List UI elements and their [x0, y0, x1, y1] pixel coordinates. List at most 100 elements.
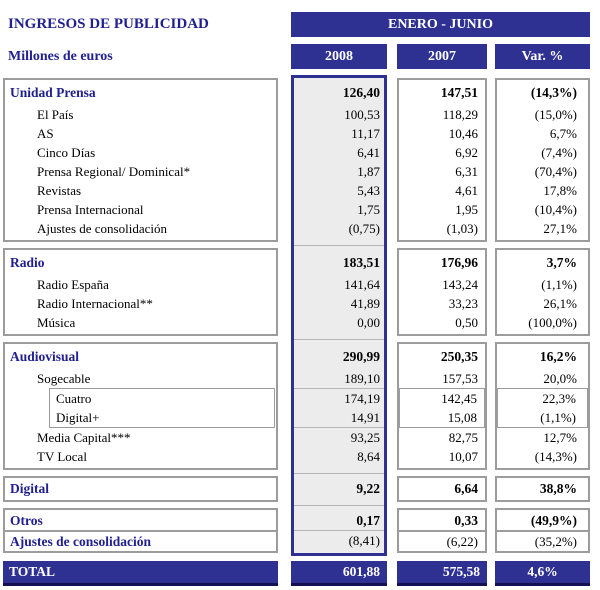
row-label: Prensa Internacional: [37, 202, 144, 217]
cell-var: 20,0%: [543, 371, 577, 386]
cell-2008: 6,41: [357, 145, 380, 160]
page-title: INGRESOS DE PUBLICIDAD: [8, 16, 209, 32]
cell-var: 17,8%: [543, 183, 577, 198]
cell-2008: 183,51: [342, 255, 380, 270]
cell-2008: 93,25: [350, 430, 380, 445]
section-radio-v2008-column: 183,51 141,64 41,89 0,00: [291, 245, 387, 339]
section-otros-var-column: (49,9%) (35,2%): [495, 508, 590, 553]
cell-2008: 11,17: [351, 126, 380, 141]
section-audiovisual-var-column: 16,2% 20,0% 22,3% (1,1%) 12,7% (14,3%): [495, 342, 590, 470]
row-label: Revistas: [37, 183, 82, 198]
cell-var: (70,4%): [534, 164, 577, 179]
section-audiovisual-label-column: Audiovisual Sogecable Cuatro Digital+ Media …: [3, 342, 278, 470]
cell-2007: 142,45: [441, 391, 477, 406]
section-digital-label-column: Digital: [3, 476, 278, 502]
section-unidad-prensa-var-column: (14,3%) (15,0%) 6,7% (7,4%) (70,4%) 17,8% (10,…: [495, 78, 590, 242]
row-label: Audiovisual: [10, 349, 80, 364]
header-titles: INGRESOS DE PUBLICIDAD Millones de euros: [3, 12, 278, 69]
cell-var: 12,7%: [543, 430, 577, 445]
row-label: Música: [37, 315, 76, 330]
section-otros-v2008-column: 0,17 (8,41): [291, 505, 387, 556]
section-digital-var-column: 38,8%: [495, 476, 590, 502]
column-header-2008: 2008: [291, 44, 387, 69]
section-digital: Digital 9,22 6,64 38,8%: [3, 473, 592, 505]
cell-2008: 5,43: [357, 183, 380, 198]
section-audiovisual-v2007-column: 250,35 157,53 142,45 15,08 82,75 10,07: [397, 342, 487, 470]
cell-2007: 0,33: [454, 513, 478, 528]
cell-var: (49,9%): [530, 513, 577, 528]
cell-2007: 118,29: [442, 107, 478, 122]
cell-var: 3,7%: [546, 255, 577, 270]
cell-2007: 1,95: [455, 202, 478, 217]
cell-2008: 100,53: [344, 107, 380, 122]
row-label: Radio Internacional**: [37, 296, 153, 311]
cell-2008: 0,17: [356, 513, 380, 528]
total-value-2007: 575,58: [397, 561, 487, 586]
cell-2008: 14,91: [350, 410, 380, 425]
subgroup: 174,19 14,91: [291, 388, 387, 428]
units-label: Millones de euros: [8, 49, 113, 64]
section-unidad-prensa-v2008-column: 126,40 100,53 11,17 6,41 1,87 5,43 1,75 (0,75): [291, 75, 387, 245]
cell-2007: 4,61: [455, 183, 478, 198]
cell-var: (14,3%): [530, 85, 577, 100]
section-radio-label-column: Radio Radio España Radio Internacional** Mú…: [3, 248, 278, 336]
cell-2007: 10,46: [448, 126, 478, 141]
section-audiovisual-v2008-column: 290,99 189,10 174,19 14,91 93,25 8,64: [291, 339, 387, 473]
row-label: Digital: [10, 481, 49, 496]
advertising-revenue-report: INGRESOS DE PUBLICIDAD Millones de euros…: [3, 12, 592, 586]
period-banner: ENERO - JUNIO: [291, 12, 590, 37]
section-digital-v2008-column: 9,22: [291, 473, 387, 505]
cell-2008: 8,64: [357, 449, 380, 464]
cell-2008: 9,22: [356, 481, 380, 496]
table-body: Unidad Prensa El País AS Cinco Días Prensa R…: [3, 75, 592, 556]
cell-var: 27,1%: [543, 221, 577, 236]
cell-2008: 174,19: [344, 391, 380, 406]
cell-2007: 82,75: [448, 430, 478, 445]
cell-2008: (8,41): [291, 530, 387, 549]
row-label: TV Local: [37, 449, 87, 464]
row-label: Unidad Prensa: [10, 85, 96, 100]
row-label: Radio: [10, 255, 45, 270]
cell-2007: 6,92: [455, 145, 478, 160]
cell-2007: 157,53: [442, 371, 478, 386]
cell-var: 38,8%: [539, 481, 577, 496]
section-radio-v2007-column: 176,96 143,24 33,23 0,50: [397, 248, 487, 336]
report-header: INGRESOS DE PUBLICIDAD Millones de euros…: [3, 12, 592, 69]
cell-2008: (0,75): [348, 221, 380, 236]
section-radio: Radio Radio España Radio Internacional** Mú…: [3, 245, 592, 339]
cell-var: (1,1%): [540, 410, 576, 425]
subgroup: Cuatro Digital+: [49, 388, 275, 428]
section-unidad-prensa-label-column: Unidad Prensa El País AS Cinco Días Prensa R…: [3, 78, 278, 242]
cell-2007: 6,31: [455, 164, 478, 179]
section-radio-var-column: 3,7% (1,1%) 26,1% (100,0%): [495, 248, 590, 336]
cell-2007: (6,22): [399, 530, 485, 549]
cell-var: (1,1%): [541, 277, 577, 292]
total-row: TOTAL 601,88 575,58 4,6%: [3, 561, 592, 586]
cell-2008: 1,87: [357, 164, 380, 179]
subgroup: 142,45 15,08: [399, 388, 485, 428]
cell-var: 16,2%: [539, 349, 577, 364]
cell-var: (15,0%): [534, 107, 577, 122]
section-unidad-prensa: Unidad Prensa El País AS Cinco Días Prensa R…: [3, 75, 592, 245]
row-label: Otros: [10, 513, 43, 528]
total-value-2008: 601,88: [291, 561, 387, 586]
cell-2007: 10,07: [448, 449, 478, 464]
row-label: Sogecable: [37, 371, 91, 386]
cell-var: 26,1%: [543, 296, 577, 311]
cell-2007: 176,96: [440, 255, 478, 270]
subgroup: 22,3% (1,1%): [497, 388, 588, 428]
cell-2007: (1,03): [446, 221, 478, 236]
cell-var: (35,2%): [497, 530, 588, 549]
cell-var: (14,3%): [534, 449, 577, 464]
cell-2008: 41,89: [350, 296, 380, 311]
cell-2007: 15,08: [447, 410, 477, 425]
total-label: TOTAL: [3, 561, 278, 586]
cell-var: (10,4%): [534, 202, 577, 217]
column-header-var: Var. %: [495, 44, 590, 69]
row-label: Media Capital***: [37, 430, 131, 445]
cell-2007: 147,51: [440, 85, 478, 100]
row-label: Cinco Días: [37, 145, 96, 160]
cell-2007: 143,24: [442, 277, 478, 292]
section-unidad-prensa-v2007-column: 147,51 118,29 10,46 6,92 6,31 4,61 1,95 (1,03): [397, 78, 487, 242]
section-digital-v2007-column: 6,64: [397, 476, 487, 502]
